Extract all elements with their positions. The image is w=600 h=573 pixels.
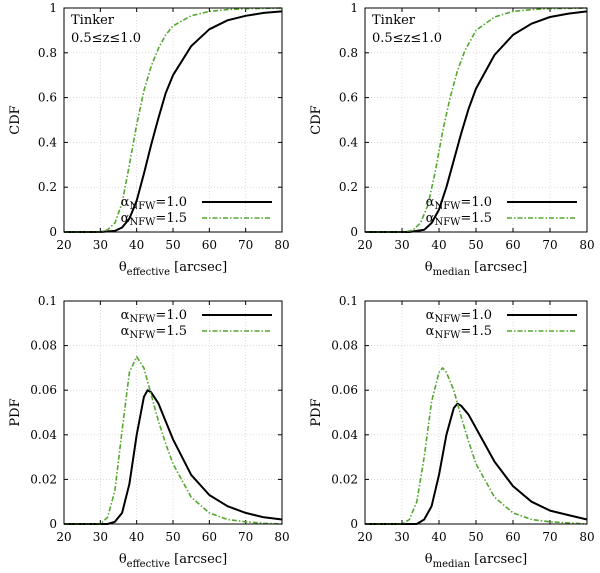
y-tick-label: 0 — [49, 517, 57, 531]
y-tick-label: 0.04 — [30, 428, 57, 442]
x-tick-label: 50 — [165, 530, 180, 544]
x-tick-label: 80 — [579, 530, 594, 544]
x-tick-label: 70 — [542, 530, 557, 544]
x-tick-label: 20 — [56, 238, 71, 252]
x-tick-label: 50 — [165, 238, 180, 252]
series-line-alpha-1-5 — [365, 367, 588, 525]
x-tick-label: 30 — [93, 530, 108, 544]
y-tick-label: 1 — [350, 1, 358, 15]
x-axis-label: θmedian [arcsec] — [425, 552, 527, 570]
x-tick-label: 20 — [357, 530, 372, 544]
x-tick-label: 40 — [431, 238, 446, 252]
y-axis-label: CDF — [309, 105, 324, 134]
x-tick-label: 20 — [56, 530, 71, 544]
x-tick-label: 70 — [238, 530, 253, 544]
x-tick-label: 60 — [505, 238, 520, 252]
y-tick-label: 0.8 — [339, 46, 358, 60]
legend-label: αNFW=1.5 — [426, 324, 492, 341]
x-tick-label: 30 — [394, 238, 409, 252]
y-axis-label: CDF — [8, 105, 23, 134]
plot-frame — [364, 7, 588, 233]
y-tick-label: 1 — [49, 1, 57, 15]
x-tick-label: 50 — [468, 530, 483, 544]
legend-label: αNFW=1.5 — [121, 211, 187, 228]
x-axis-label: θeffective [arcsec] — [119, 260, 227, 278]
annotation-text: 0.5≤z≤1.0 — [71, 31, 141, 46]
series-line-alpha-1-5 — [64, 355, 283, 525]
series-line-alpha-1-0 — [64, 389, 283, 525]
y-tick-label: 0.08 — [30, 339, 57, 353]
legend-label: αNFW=1.0 — [121, 308, 187, 325]
x-tick-label: 30 — [93, 238, 108, 252]
x-tick-label: 80 — [274, 530, 289, 544]
x-tick-label: 60 — [202, 530, 217, 544]
plot-frame — [63, 7, 283, 233]
plot-frame — [364, 300, 588, 525]
annotation-text: 0.5≤z≤1.0 — [372, 31, 442, 46]
x-tick-label: 60 — [202, 238, 217, 252]
x-tick-label: 30 — [394, 530, 409, 544]
x-tick-label: 40 — [129, 530, 144, 544]
panel-cdf_median: 20 30 40 50 60 70 80 0 0.2 0.4 0.6 0.8 1 CDF θmedian [… — [309, 1, 595, 278]
x-tick-label: 20 — [357, 238, 372, 252]
x-tick-label: 40 — [431, 530, 446, 544]
y-tick-label: 0 — [350, 225, 358, 239]
x-tick-label: 80 — [579, 238, 594, 252]
y-tick-label: 0.6 — [38, 91, 57, 105]
annotation-text: Tinker — [372, 13, 416, 28]
y-tick-label: 0.1 — [38, 294, 57, 308]
y-tick-label: 0.02 — [331, 472, 358, 486]
panel-cdf_effective: 20 30 40 50 60 70 80 0 0.2 0.4 0.6 0.8 1 CDF θeffectiv… — [8, 1, 290, 278]
y-tick-label: 0 — [49, 225, 57, 239]
y-tick-label: 0.4 — [339, 135, 358, 149]
plot-frame — [63, 300, 283, 525]
y-tick-label: 0.2 — [339, 180, 358, 194]
y-tick-label: 0.06 — [331, 383, 358, 397]
panel-pdf_effective: 20 30 40 50 60 70 80 0 0.02 0.04 0.06 0.08 0.1 PDF θef… — [8, 294, 290, 570]
x-tick-label: 80 — [274, 238, 289, 252]
y-tick-label: 0.06 — [30, 383, 57, 397]
legend-label: αNFW=1.0 — [426, 308, 492, 325]
y-tick-label: 0.02 — [30, 472, 57, 486]
series-line-alpha-1-0 — [365, 402, 588, 525]
x-tick-label: 70 — [542, 238, 557, 252]
legend-label: αNFW=1.5 — [426, 211, 492, 228]
y-tick-label: 0.4 — [38, 135, 57, 149]
legend-label: αNFW=1.0 — [121, 195, 187, 212]
x-tick-label: 50 — [468, 238, 483, 252]
y-tick-label: 0.6 — [339, 91, 358, 105]
x-axis-label: θeffective [arcsec] — [119, 552, 227, 570]
y-tick-label: 0 — [350, 517, 358, 531]
x-tick-label: 70 — [238, 238, 253, 252]
y-tick-label: 0.08 — [331, 339, 358, 353]
series-line-alpha-1-0 — [365, 10, 588, 233]
legend-label: αNFW=1.5 — [121, 324, 187, 341]
x-axis-label: θmedian [arcsec] — [425, 260, 527, 278]
y-axis-label: PDF — [8, 398, 23, 426]
x-tick-label: 40 — [129, 238, 144, 252]
y-tick-label: 0.2 — [38, 180, 57, 194]
legend-label: αNFW=1.0 — [426, 195, 492, 212]
panel-pdf_median: 20 30 40 50 60 70 80 0 0.02 0.04 0.06 0.08 0.1 PDF θme… — [309, 294, 595, 570]
y-tick-label: 0.04 — [331, 428, 358, 442]
y-tick-label: 0.8 — [38, 46, 57, 60]
x-tick-label: 60 — [505, 530, 520, 544]
y-tick-label: 0.1 — [339, 294, 358, 308]
series-line-alpha-1-5 — [64, 7, 283, 233]
annotation-text: Tinker — [71, 13, 115, 28]
series-line-alpha-1-0 — [64, 10, 283, 233]
series-line-alpha-1-5 — [365, 7, 588, 233]
y-axis-label: PDF — [309, 398, 324, 426]
